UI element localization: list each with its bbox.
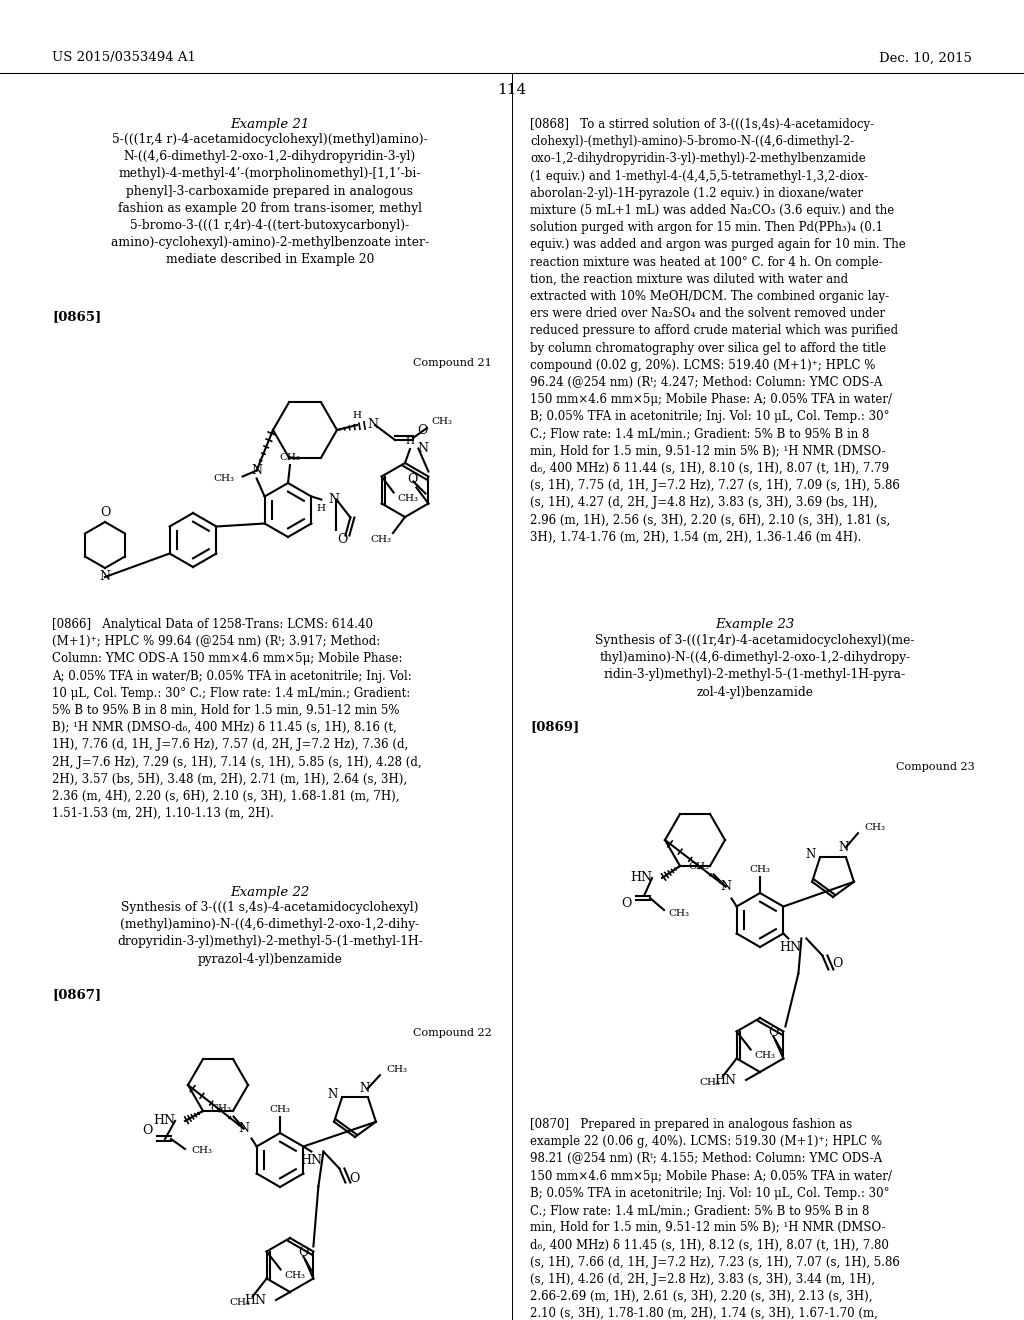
Text: H: H xyxy=(352,412,361,421)
Text: 5-(((1r,4 r)-4-acetamidocyclohexyl)(methyl)amino)-
N-((4,6-dimethyl-2-oxo-1,2-di: 5-(((1r,4 r)-4-acetamidocyclohexyl)(meth… xyxy=(111,133,429,267)
Text: O: O xyxy=(349,1172,359,1185)
Text: CH₃: CH₃ xyxy=(285,1271,305,1280)
Text: [0868]   To a stirred solution of 3-(((1s,4s)-4-acetamidocy-
clohexyl)-(methyl)-: [0868] To a stirred solution of 3-(((1s,… xyxy=(530,117,906,544)
Text: O: O xyxy=(99,507,111,520)
Text: O: O xyxy=(337,533,347,546)
Text: CH₃: CH₃ xyxy=(370,535,391,544)
Text: Compound 23: Compound 23 xyxy=(896,762,975,772)
Text: Example 23: Example 23 xyxy=(716,618,795,631)
Text: CH₃: CH₃ xyxy=(688,862,710,871)
Text: CH₃: CH₃ xyxy=(280,453,300,462)
Text: O: O xyxy=(768,1026,778,1039)
Text: CH₃: CH₃ xyxy=(668,909,689,919)
Text: CH₃: CH₃ xyxy=(750,865,770,874)
Text: HN: HN xyxy=(714,1073,736,1086)
Text: CH₃: CH₃ xyxy=(191,1147,212,1155)
Text: N: N xyxy=(239,1122,249,1135)
Text: [0866]   Analytical Data of 1258-Trans: LCMS: 614.40
(M+1)⁺; HPLC % 99.64 (@254 : [0866] Analytical Data of 1258-Trans: LC… xyxy=(52,618,422,820)
Text: Example 21: Example 21 xyxy=(230,117,309,131)
Text: H: H xyxy=(316,504,326,513)
Text: HN: HN xyxy=(779,941,802,954)
Text: 114: 114 xyxy=(498,83,526,96)
Text: CH₃: CH₃ xyxy=(211,1104,231,1113)
Text: US 2015/0353494 A1: US 2015/0353494 A1 xyxy=(52,51,196,65)
Text: Synthesis of 3-(((1 s,4s)-4-acetamidocyclohexyl)
(methyl)amino)-N-((4,6-dimethyl: Synthesis of 3-(((1 s,4s)-4-acetamidocyc… xyxy=(117,902,423,966)
Text: Compound 21: Compound 21 xyxy=(414,358,492,368)
Text: O: O xyxy=(408,473,418,486)
Text: [0869]: [0869] xyxy=(530,719,580,733)
Text: [0870]   Prepared in prepared in analogous fashion as
example 22 (0.06 g, 40%). : [0870] Prepared in prepared in analogous… xyxy=(530,1118,900,1320)
Text: Dec. 10, 2015: Dec. 10, 2015 xyxy=(880,51,972,65)
Text: HN: HN xyxy=(300,1154,323,1167)
Text: N: N xyxy=(329,492,339,506)
Text: CH₃: CH₃ xyxy=(755,1051,775,1060)
Text: CH₃: CH₃ xyxy=(269,1105,291,1114)
Text: N: N xyxy=(839,841,849,854)
Text: HN: HN xyxy=(244,1294,266,1307)
Text: [0865]: [0865] xyxy=(52,310,101,323)
Text: N: N xyxy=(367,418,378,432)
Text: Compound 22: Compound 22 xyxy=(414,1028,492,1038)
Text: HN: HN xyxy=(153,1114,175,1127)
Text: N: N xyxy=(251,465,262,477)
Text: N: N xyxy=(720,880,731,894)
Text: HN: HN xyxy=(630,871,652,884)
Text: CH₃: CH₃ xyxy=(397,494,419,503)
Text: N: N xyxy=(417,442,428,455)
Text: CH₃: CH₃ xyxy=(864,822,885,832)
Text: CH₃: CH₃ xyxy=(431,417,452,426)
Text: [0867]: [0867] xyxy=(52,987,101,1001)
Text: CH₃: CH₃ xyxy=(229,1298,251,1307)
Text: CH₃: CH₃ xyxy=(386,1065,407,1073)
Text: Example 22: Example 22 xyxy=(230,886,309,899)
Text: O: O xyxy=(142,1125,153,1138)
Text: N: N xyxy=(805,847,815,861)
Text: N: N xyxy=(359,1081,370,1094)
Text: O: O xyxy=(417,424,427,437)
Text: CH₃: CH₃ xyxy=(214,474,234,483)
Text: O: O xyxy=(298,1246,308,1259)
Text: O: O xyxy=(833,957,843,970)
Text: Synthesis of 3-(((1r,4r)-4-acetamidocyclohexyl)(me-
thyl)amino)-N-((4,6-dimethyl: Synthesis of 3-(((1r,4r)-4-acetamidocycl… xyxy=(595,634,914,698)
Text: O: O xyxy=(622,898,632,911)
Text: H: H xyxy=(406,437,415,446)
Text: CH₃: CH₃ xyxy=(699,1078,721,1086)
Text: N: N xyxy=(99,570,111,583)
Text: N: N xyxy=(327,1088,337,1101)
